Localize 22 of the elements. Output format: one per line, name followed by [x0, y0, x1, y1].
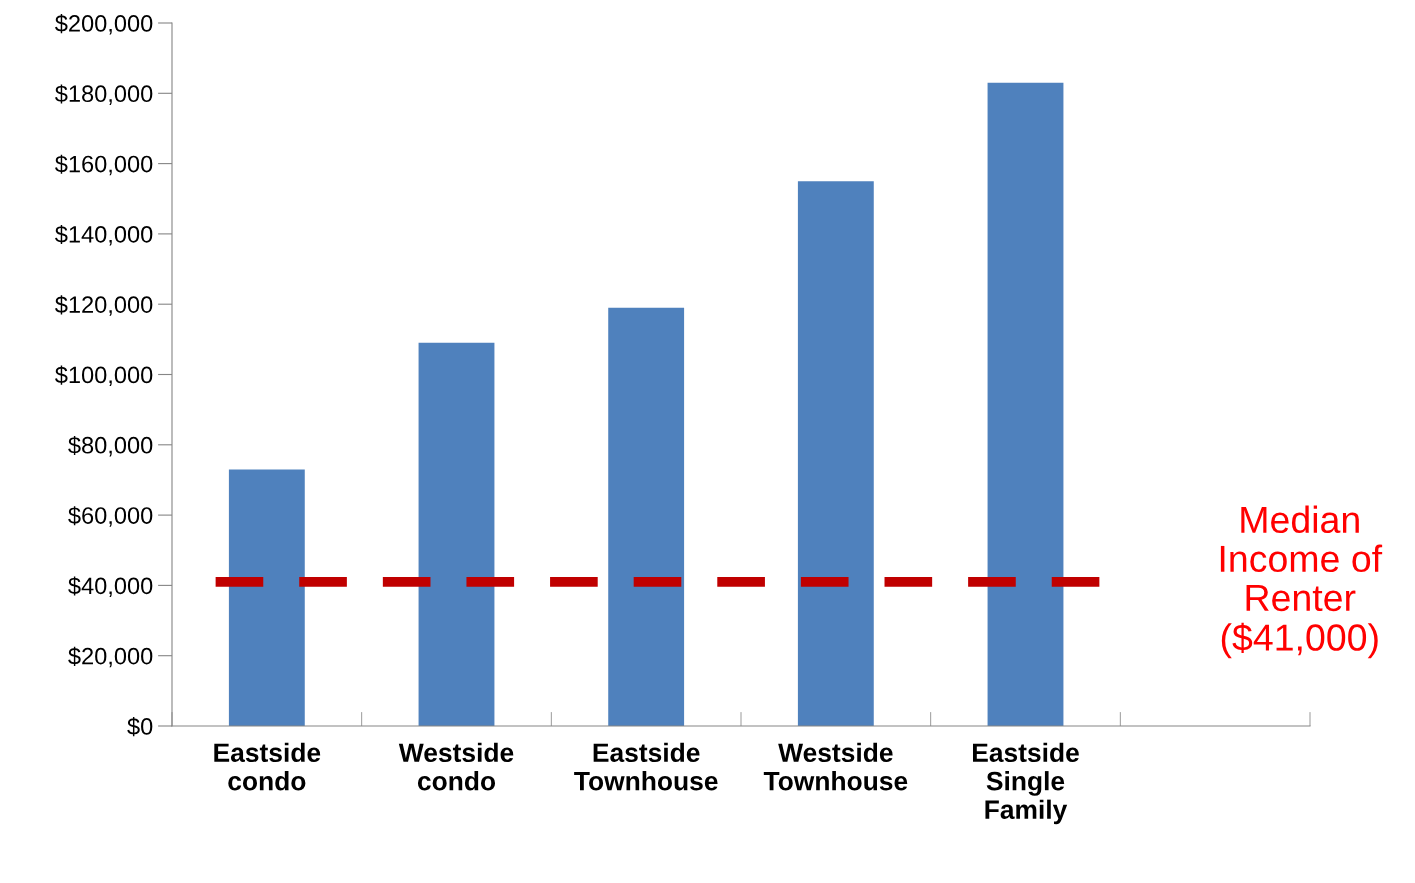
y-tick-label: $0	[127, 717, 153, 737]
y-tick-label: $80,000	[68, 435, 153, 457]
y-tick-label: $20,000	[68, 646, 153, 668]
y-tick-label: $40,000	[68, 576, 153, 597]
x-tick-label: Westside Townhouse	[763, 742, 908, 791]
y-tick-label: $140,000	[55, 224, 153, 246]
y-tick-label: $60,000	[68, 506, 153, 527]
y-tick-label: $200,000	[55, 14, 153, 35]
ref-line-label: Median Income of Renter ($41,000)	[1220, 505, 1383, 659]
bar	[797, 181, 874, 726]
x-tick-label: Westside condo	[398, 742, 514, 791]
x-tick-label: Eastside condo	[214, 742, 321, 791]
y-tick-label: $120,000	[55, 295, 153, 316]
bar	[608, 307, 685, 726]
y-tick-label: $160,000	[55, 154, 153, 176]
bar	[418, 342, 495, 726]
y-tick-label: $100,000	[55, 365, 153, 387]
bar	[987, 82, 1064, 726]
bar	[228, 469, 305, 726]
y-tick-label: $180,000	[55, 84, 153, 105]
x-tick-label: Eastside Townhouse	[574, 742, 718, 791]
x-tick-label: Eastside Single Family	[973, 742, 1079, 825]
